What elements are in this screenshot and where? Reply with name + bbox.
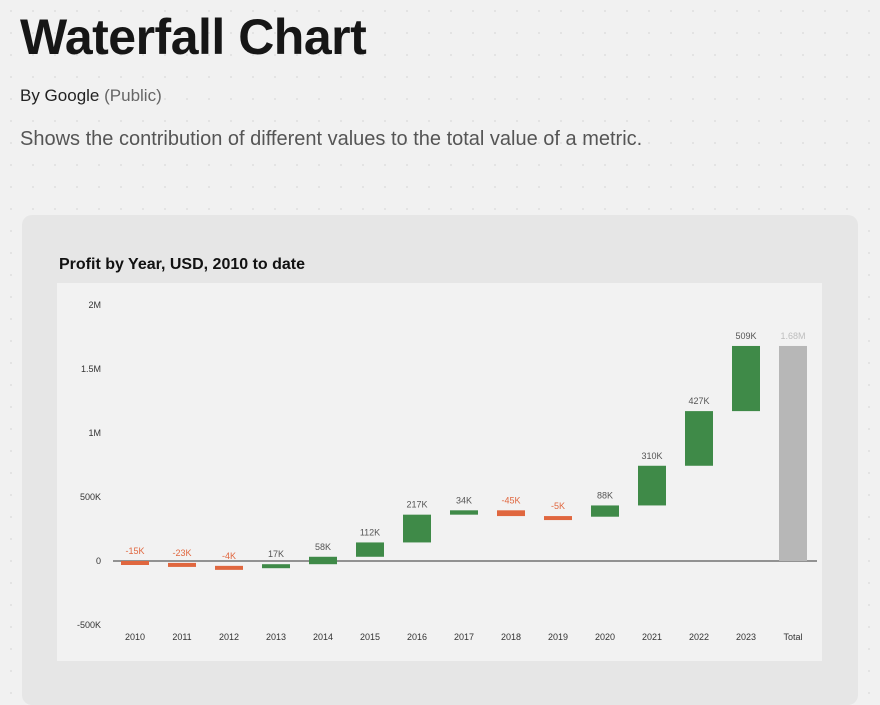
bar-2017 [450,510,478,515]
bar-2010 [121,561,149,565]
data-label: 310K [641,451,662,461]
data-label: -4K [222,551,236,561]
data-label: 427K [688,396,709,406]
data-label: -23K [172,548,191,558]
y-tick-label: 1M [88,428,101,438]
x-tick-label: 2011 [172,632,191,642]
data-label: 34K [456,495,472,505]
x-tick-label: 2019 [548,632,568,642]
y-tick-label: -500K [77,620,101,630]
bar-Total [779,345,807,561]
description: Shows the contribution of different valu… [20,128,643,150]
data-label: 88K [597,490,613,500]
x-tick-label: 2018 [501,632,521,642]
data-label: 112K [360,527,380,537]
x-tick-label: 2014 [313,632,333,642]
waterfall-chart: 2M 1.5M 1M 500K 0 -500K -15K 2010 -23K 2011 -4K 201… [77,300,817,642]
data-label: -45K [501,495,520,505]
bar-2020 [591,505,619,517]
x-tick-label: 2023 [736,632,756,642]
visibility: (Public) [104,86,162,105]
byline: By Google (Public) [20,86,162,106]
plot-area: 2M 1.5M 1M 500K 0 -500K -15K 2010 -23K 2011 -4K 201… [57,283,822,661]
bar-2022 [685,411,713,466]
y-tick-label: 1.5M [81,364,101,374]
bar-2012 [215,565,243,570]
data-label: 509K [735,331,756,341]
y-tick-label: 2M [88,300,101,310]
bar-2016 [403,514,431,543]
bar-2021 [638,465,666,506]
page-title: Waterfall Chart [20,9,367,65]
y-tick-label: 0 [96,556,101,566]
x-tick-label: 2016 [407,632,427,642]
data-label: 17K [268,549,284,559]
x-tick-label: 2010 [125,632,145,642]
data-label: -15K [125,546,144,556]
x-tick-label: Total [783,632,802,642]
bar-2018 [497,510,525,517]
chart-title: Profit by Year, USD, 2010 to date [59,256,306,273]
x-tick-label: 2013 [266,632,286,642]
author[interactable]: By Google [20,86,100,105]
bar-2019 [544,516,572,521]
bar-2011 [168,562,196,567]
y-tick-label: 500K [80,492,101,502]
bar-2015 [356,542,384,557]
data-label: -5K [551,501,565,511]
data-label: 1.68M [780,331,805,341]
x-tick-label: 2022 [689,632,709,642]
x-tick-label: 2020 [595,632,615,642]
data-label: 217K [406,500,427,510]
bar-2013 [262,564,290,569]
x-tick-label: 2012 [219,632,239,642]
x-tick-label: 2015 [360,632,380,642]
bar-2023 [732,345,760,412]
bar-2014 [309,556,337,565]
x-tick-label: 2021 [642,632,662,642]
x-tick-label: 2017 [454,632,474,642]
data-label: 58K [315,542,331,552]
